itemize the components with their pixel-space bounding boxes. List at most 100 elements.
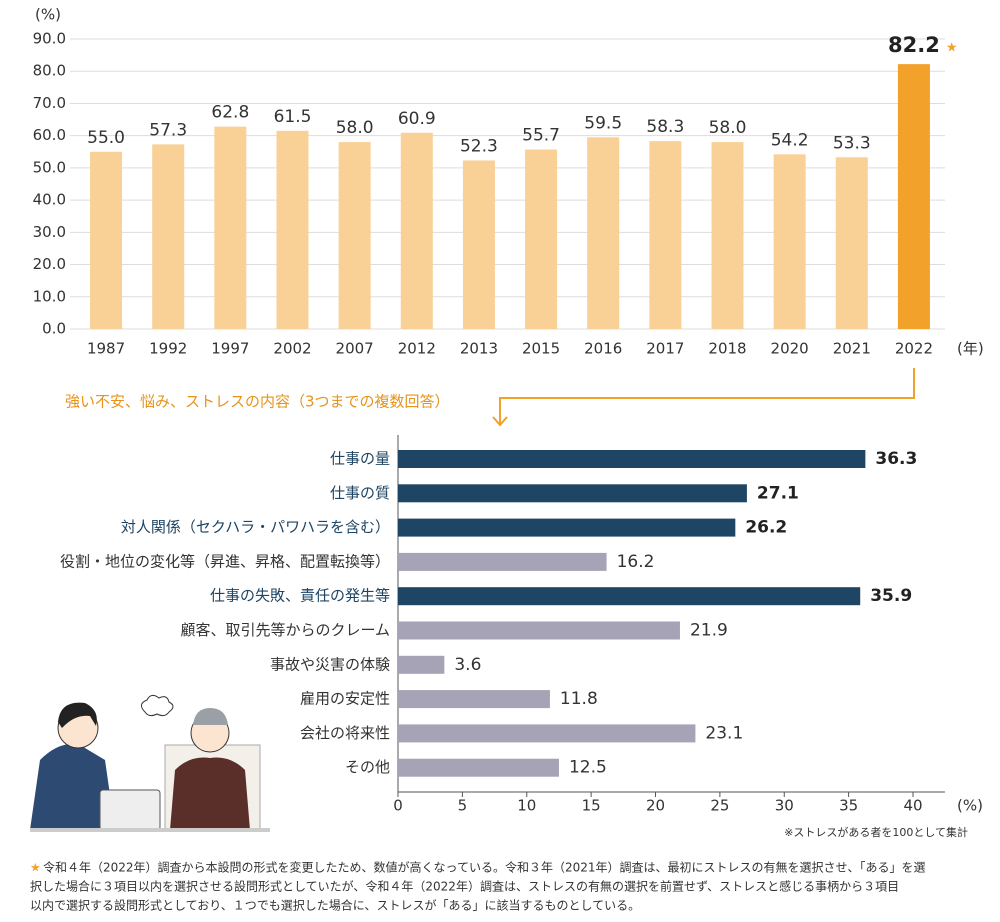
bar [214, 126, 247, 330]
x-tick-label: 2013 [460, 340, 498, 358]
value-label: 16.2 [617, 552, 655, 572]
bar [398, 724, 696, 743]
bar [587, 137, 620, 329]
bar [276, 130, 309, 329]
star: ★ [946, 41, 958, 56]
arrow-head [492, 416, 508, 427]
value-label: 59.5 [584, 113, 622, 133]
x-tick-label: 2015 [522, 340, 560, 358]
value-label: 58.0 [709, 118, 747, 138]
bar [398, 484, 747, 503]
bar [462, 160, 495, 329]
category-label: 役割・地位の変化等（昇進、昇格、配置転換等） [60, 552, 390, 570]
x-tick-label: 10 [517, 797, 536, 815]
x-tick-label: 2017 [646, 340, 684, 358]
value-label: 53.3 [833, 133, 871, 153]
x-unit: (年) [957, 340, 984, 358]
value-label: 55.7 [522, 126, 560, 146]
y-tick-label: 0.0 [42, 320, 66, 338]
y-tick-label: 80.0 [33, 62, 66, 80]
bar [398, 450, 866, 468]
bar [338, 142, 371, 329]
value-label: 61.5 [274, 107, 312, 127]
bar [773, 154, 806, 329]
value-label: 36.3 [875, 449, 917, 469]
x-tick-label: 2022 [895, 340, 933, 358]
x-tick-label: 2007 [336, 340, 374, 358]
value-label: 35.9 [870, 586, 912, 606]
subtitle: 強い不安、悩み、ストレスの内容（3つまでの複数回答） [65, 393, 450, 411]
category-label: 会社の将来性 [300, 724, 390, 742]
x-tick-label: 20 [646, 797, 665, 815]
y-tick-label: 60.0 [33, 126, 66, 144]
category-label: 事故や災害の体験 [270, 655, 390, 673]
category-label: 仕事の量 [330, 450, 390, 468]
value-label: 27.1 [757, 483, 799, 503]
x-tick-label: 30 [775, 797, 794, 815]
x-tick-label: 2016 [584, 340, 622, 358]
bar [90, 151, 123, 329]
value-label: 57.3 [149, 120, 187, 140]
x-tick-label: 2018 [708, 340, 746, 358]
bar [398, 690, 550, 709]
x-tick-label: 5 [458, 797, 468, 815]
x-unit: (%) [957, 797, 983, 815]
value-label: 58.0 [336, 118, 374, 138]
x-tick-label: 40 [903, 797, 922, 815]
bar [398, 552, 607, 571]
footnote-line: 択した場合に３項目以内を選択させる設問形式としていたが、令和４年（2022年）調… [30, 879, 899, 894]
x-tick-label: 25 [710, 797, 729, 815]
bar [152, 144, 185, 329]
x-tick-label: 1992 [149, 340, 187, 358]
footnote-line: 以内で選択する設問形式としており、１つでも選択した場合に、ストレスが「ある」に該… [30, 898, 640, 913]
bar [649, 141, 682, 329]
y-tick-label: 30.0 [33, 223, 66, 241]
x-tick-label: 15 [582, 797, 601, 815]
x-tick-label: 1987 [87, 340, 125, 358]
x-tick-label: 1997 [211, 340, 249, 358]
bar [398, 587, 861, 606]
value-label: 3.6 [454, 655, 481, 675]
footnote-mark: ★ [30, 861, 41, 875]
category-label: 対人関係（セクハラ・パワハラを含む） [121, 518, 390, 536]
category-label: 仕事の失敗、責任の発生等 [210, 587, 390, 605]
y-tick-label: 50.0 [33, 158, 66, 176]
x-tick-label: 2021 [833, 340, 871, 358]
bar [398, 621, 680, 640]
illustration [30, 694, 270, 832]
y-tick-label: 90.0 [33, 30, 66, 48]
y-tick-label: 40.0 [33, 191, 66, 209]
y-tick-label: 70.0 [33, 94, 66, 112]
footnote-line: 令和４年（2022年）調査から本設問の形式を変更したため、数値が高くなっている。… [43, 860, 925, 875]
bar [398, 518, 736, 537]
bar [398, 655, 445, 674]
value-label: 12.5 [569, 758, 607, 778]
value-label: 23.1 [705, 723, 743, 743]
value-label: 82.2 [888, 33, 940, 57]
note: ※ストレスがある者を100として集計 [784, 825, 968, 839]
value-label: 21.9 [690, 621, 728, 641]
category-label: 雇用の安定性 [300, 690, 390, 708]
value-label: 55.0 [87, 128, 125, 148]
connector-arrow [499, 368, 915, 424]
value-label: 54.2 [771, 130, 809, 150]
y-tick-label: 10.0 [33, 287, 66, 305]
category-label: 顧客、取引先等からのクレーム [180, 621, 390, 639]
value-label: 62.8 [211, 103, 249, 123]
value-label: 26.2 [745, 518, 787, 538]
y-tick-label: 20.0 [33, 255, 66, 273]
value-label: 60.9 [398, 109, 436, 129]
bar [711, 142, 744, 329]
bar [398, 758, 559, 777]
x-tick-label: 2002 [273, 340, 311, 358]
x-tick-label: 2020 [771, 340, 809, 358]
value-label: 52.3 [460, 136, 498, 156]
category-label: 仕事の質 [330, 484, 390, 502]
bar [525, 149, 558, 329]
x-tick-label: 35 [839, 797, 858, 815]
bar [400, 132, 433, 329]
value-label: 11.8 [560, 689, 598, 709]
y-unit: (%) [35, 6, 61, 24]
x-tick-label: 2012 [398, 340, 436, 358]
